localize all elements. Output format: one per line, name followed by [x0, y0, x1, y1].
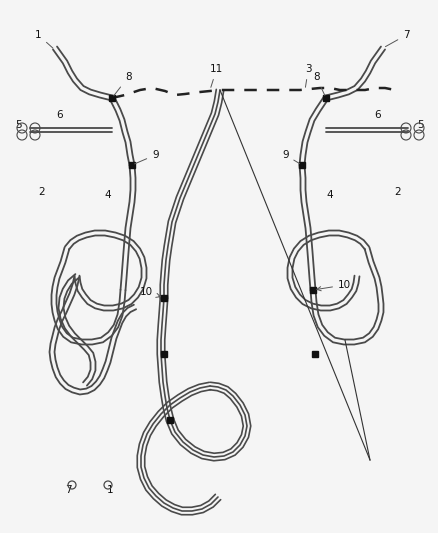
Text: 11: 11 [210, 64, 223, 87]
Text: 7: 7 [65, 485, 71, 495]
Text: 10: 10 [140, 287, 160, 297]
Text: 4: 4 [105, 190, 111, 200]
Text: 1: 1 [35, 30, 53, 48]
Text: 2: 2 [395, 187, 401, 197]
Text: 5: 5 [15, 120, 21, 130]
Text: 8: 8 [313, 72, 325, 95]
Text: 9: 9 [282, 150, 300, 164]
Text: 5: 5 [417, 120, 423, 130]
Text: 1: 1 [107, 485, 113, 495]
Text: 4: 4 [327, 190, 333, 200]
Text: 6: 6 [57, 110, 64, 120]
Text: 3: 3 [305, 64, 311, 87]
Text: 7: 7 [385, 30, 410, 47]
Text: 8: 8 [114, 72, 132, 96]
Text: 10: 10 [317, 280, 351, 291]
Text: 9: 9 [134, 150, 159, 164]
Text: 2: 2 [39, 187, 45, 197]
Text: 6: 6 [374, 110, 381, 120]
